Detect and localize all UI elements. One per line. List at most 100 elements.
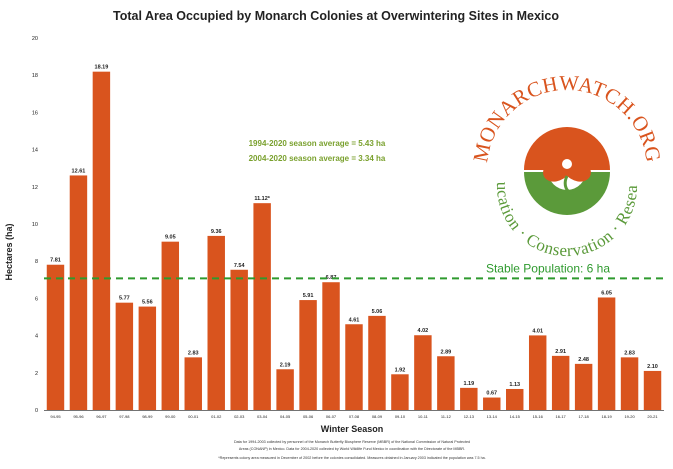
x-tick-label: 01-02 [211, 414, 222, 419]
x-tick-label: 96-97 [96, 414, 107, 419]
bar-value-label: 2.89 [440, 349, 451, 355]
bar-value-label: 2.83 [624, 350, 635, 356]
bar-value-label: 1.92 [395, 367, 406, 373]
bar [345, 324, 363, 410]
y-axis: 0 2 4 6 8 10 12 14 16 18 20 [32, 36, 38, 414]
bar [574, 363, 593, 410]
bar-value-label: 12.61 [72, 168, 86, 174]
x-tick-label: 08-09 [372, 414, 383, 419]
x-tick-label: 17-18 [579, 414, 590, 419]
bar-value-label: 7.81 [50, 258, 61, 264]
bar [92, 71, 111, 411]
x-tick-label: 11-12 [441, 414, 452, 419]
bar [46, 264, 65, 410]
bar-value-label: 9.36 [211, 229, 222, 235]
bar [391, 374, 409, 410]
bar [207, 235, 225, 410]
y-axis-title: Hectares (ha) [4, 223, 14, 280]
bar [230, 269, 248, 410]
y-tick-label: 16 [32, 110, 38, 116]
x-tick-label: 14-15 [510, 414, 521, 419]
x-tick-label: 00-01 [188, 414, 199, 419]
bar-value-label: 0.67 [486, 391, 497, 397]
x-tick-label: 10-11 [418, 414, 429, 419]
bar [368, 315, 386, 410]
bar-value-label: 2.19 [280, 362, 291, 368]
x-tick-label: 03-04 [257, 414, 268, 419]
y-tick-label: 20 [32, 36, 38, 42]
bar-value-label: 2.48 [578, 357, 589, 363]
bar-value-label: 5.91 [303, 293, 314, 299]
bar-value-label: 9.05 [165, 235, 176, 241]
x-tick-label: 20-21 [647, 414, 658, 419]
x-tick-label: 18-19 [601, 414, 612, 419]
x-tick-label: 09-10 [395, 414, 406, 419]
x-tick-label: 07-08 [349, 414, 360, 419]
footnote: *Represents colony area measured in Dece… [218, 456, 486, 460]
y-tick-label: 12 [32, 185, 38, 191]
bar-value-label: 5.56 [142, 300, 153, 306]
x-tick-label: 06-07 [326, 414, 337, 419]
bar [483, 397, 501, 410]
x-axis-title: Winter Season [321, 424, 383, 434]
bar [161, 241, 180, 410]
bar [184, 357, 202, 410]
y-tick-label: 14 [32, 148, 38, 154]
chart-title: Total Area Occupied by Monarch Colonies … [113, 9, 559, 23]
bar [69, 175, 88, 410]
x-tick-label: 94-95 [50, 414, 61, 419]
x-tick-label: 04-05 [280, 414, 291, 419]
bar [299, 300, 317, 410]
bar-value-label: 18.19 [95, 65, 109, 71]
bar-value-label: 4.01 [532, 328, 543, 334]
bar-value-label: 5.77 [119, 296, 130, 302]
bar-value-label: 4.61 [349, 317, 360, 323]
bar-value-label: 11.12* [254, 196, 270, 202]
y-tick-label: 4 [35, 334, 38, 340]
source-note-2: Areas (CONANP) in Mexico. Data for 2004-… [239, 447, 465, 451]
bar-value-label: 6.05 [601, 290, 612, 296]
y-tick-label: 6 [35, 296, 38, 302]
x-axis-ticks: 94-95 95-96 96-97 97-98 98-99 99-00 00-01 01-02… [50, 414, 658, 419]
y-tick-label: 2 [35, 371, 38, 377]
x-tick-label: 02-03 [234, 414, 245, 419]
y-tick-label: 0 [35, 408, 38, 414]
bar-value-label: 2.91 [555, 349, 566, 355]
bar [528, 335, 547, 410]
bar-value-label: 6.87 [326, 275, 337, 281]
bar [437, 356, 455, 410]
x-tick-label: 95-96 [73, 414, 84, 419]
bar [115, 302, 134, 410]
y-tick-label: 18 [32, 73, 38, 79]
bar [138, 306, 157, 410]
x-tick-label: 05-06 [303, 414, 314, 419]
bar [620, 357, 639, 410]
stable-population-label: Stable Population: 6 ha [486, 261, 610, 275]
average-annotation-2: 2004-2020 season average = 3.34 ha [249, 154, 386, 163]
value-labels-group: 7.81 12.61 18.19 5.77 5.56 9.05 2.83 9.36 7.54 11… [50, 65, 658, 397]
y-tick-label: 10 [32, 222, 38, 228]
y-tick-label: 8 [35, 259, 38, 265]
bar [322, 282, 340, 410]
x-tick-label: 97-98 [119, 414, 130, 419]
bar-value-label: 1.19 [463, 381, 474, 387]
x-tick-label: 12-13 [464, 414, 475, 419]
x-tick-label: 19-20 [624, 414, 635, 419]
bar-value-label: 2.10 [647, 364, 658, 370]
bar [253, 203, 271, 410]
bar [460, 387, 478, 410]
bar [414, 335, 432, 410]
bar [506, 388, 524, 410]
bar [643, 370, 662, 410]
monarch-swirl-icon [524, 127, 610, 215]
bar-value-label: 7.54 [234, 263, 246, 269]
bar-value-label: 2.83 [188, 350, 199, 356]
source-note-1: Data for 1994-2003 collected by personne… [234, 440, 470, 444]
average-annotation-1: 1994-2020 season average = 5.43 ha [249, 139, 386, 148]
bar-value-label: 5.06 [372, 309, 383, 315]
x-tick-label: 15-16 [533, 414, 544, 419]
bar-value-label: 4.02 [418, 328, 429, 334]
bar [597, 297, 616, 410]
x-tick-label: 16-17 [556, 414, 567, 419]
